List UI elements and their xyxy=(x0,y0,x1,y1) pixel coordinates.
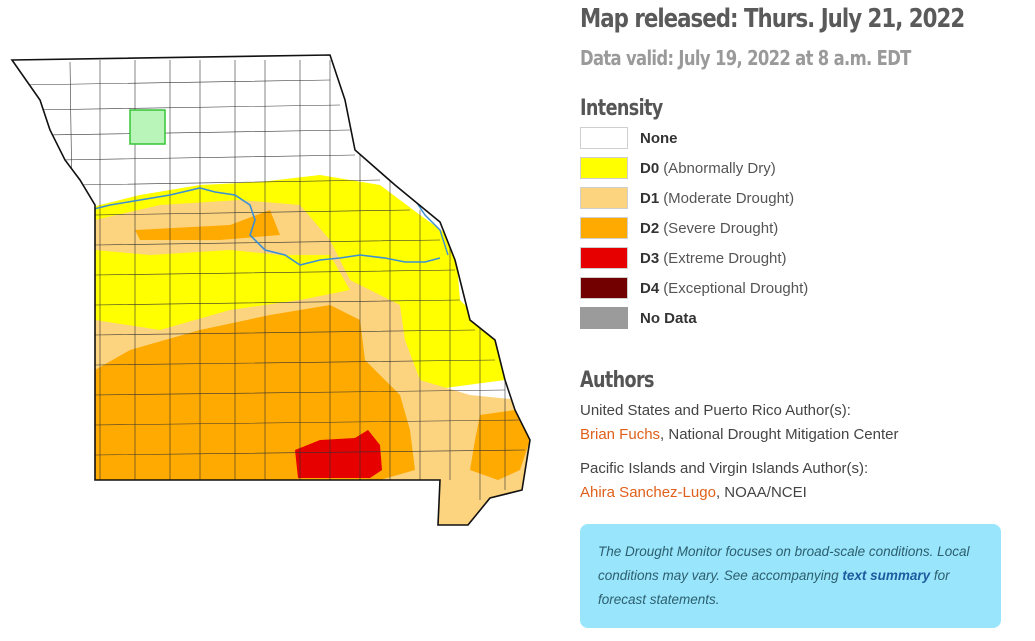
legend-item-d3: D3 (Extreme Drought) xyxy=(580,246,880,270)
authors-heading: Authors xyxy=(580,368,655,393)
legend-desc: (Extreme Drought) xyxy=(663,249,787,267)
legend-code: D1 xyxy=(640,189,660,207)
us-author-org: , National Drought Mitigation Center xyxy=(660,426,899,443)
legend-code: D3 xyxy=(640,249,660,267)
region-d2 xyxy=(95,305,415,480)
legend-swatch-d1 xyxy=(580,187,628,209)
legend-swatch-d0 xyxy=(580,157,628,179)
legend-code: No Data xyxy=(640,309,697,327)
legend-item-d1: D1 (Moderate Drought) xyxy=(580,186,880,210)
legend-item-d0: D0 (Abnormally Dry) xyxy=(580,156,880,180)
us-author-line: Brian Fuchs, National Drought Mitigation… xyxy=(580,426,899,443)
legend-desc: (Exceptional Drought) xyxy=(663,279,809,297)
map-released-title: Map released: Thurs. July 21, 2022 xyxy=(580,4,965,34)
intensity-heading: Intensity xyxy=(580,96,663,121)
highlighted-county xyxy=(129,109,166,145)
data-valid-subtitle: Data valid: July 19, 2022 at 8 a.m. EDT xyxy=(580,46,911,70)
info-panel: Map released: Thurs. July 21, 2022 Data … xyxy=(580,0,1020,641)
legend-item-d2: D2 (Severe Drought) xyxy=(580,216,880,240)
text-summary-link[interactable]: text summary xyxy=(842,568,931,583)
legend-item-no-data: No Data xyxy=(580,306,880,330)
us-authors-label: United States and Puerto Rico Author(s): xyxy=(580,402,851,419)
drought-map xyxy=(10,54,531,526)
legend-swatch-d2 xyxy=(580,217,628,239)
region-d2-upper-strip xyxy=(135,210,280,240)
legend-item-none: None xyxy=(580,126,880,150)
pacific-author-link[interactable]: Ahira Sanchez-Lugo xyxy=(580,484,716,501)
pacific-author-line: Ahira Sanchez-Lugo, NOAA/NCEI xyxy=(580,484,807,501)
legend-swatch-no-data xyxy=(580,307,628,329)
legend-swatch-d4 xyxy=(580,277,628,299)
legend-code: D2 xyxy=(640,219,660,237)
us-author-link[interactable]: Brian Fuchs xyxy=(580,426,661,443)
info-note-box: The Drought Monitor focuses on broad-sca… xyxy=(580,524,1001,628)
legend-swatch-d3 xyxy=(580,247,628,269)
state-outline xyxy=(10,54,531,526)
legend-code: D4 xyxy=(640,279,660,297)
note-text-before: The Drought Monitor focuses on broad-sca… xyxy=(598,544,970,583)
region-d2-east xyxy=(470,410,530,480)
note-text-after: for forecast statements. xyxy=(598,568,950,607)
pacific-author-org: , NOAA/NCEI xyxy=(715,484,807,501)
region-d0-mid xyxy=(95,250,350,330)
legend-code: None xyxy=(640,129,678,147)
missouri-river xyxy=(89,187,441,266)
pacific-authors-label: Pacific Islands and Virgin Islands Autho… xyxy=(580,460,869,477)
legend-item-d4: D4 (Exceptional Drought) xyxy=(580,276,880,300)
county-grid xyxy=(19,60,526,500)
legend-desc: (Severe Drought) xyxy=(663,219,779,237)
missouri-map-svg xyxy=(10,54,531,526)
legend-swatch-none xyxy=(580,127,628,149)
legend-desc: (Moderate Drought) xyxy=(663,189,795,207)
legend-code: D0 xyxy=(640,159,660,177)
legend-desc: (Abnormally Dry) xyxy=(663,159,776,177)
